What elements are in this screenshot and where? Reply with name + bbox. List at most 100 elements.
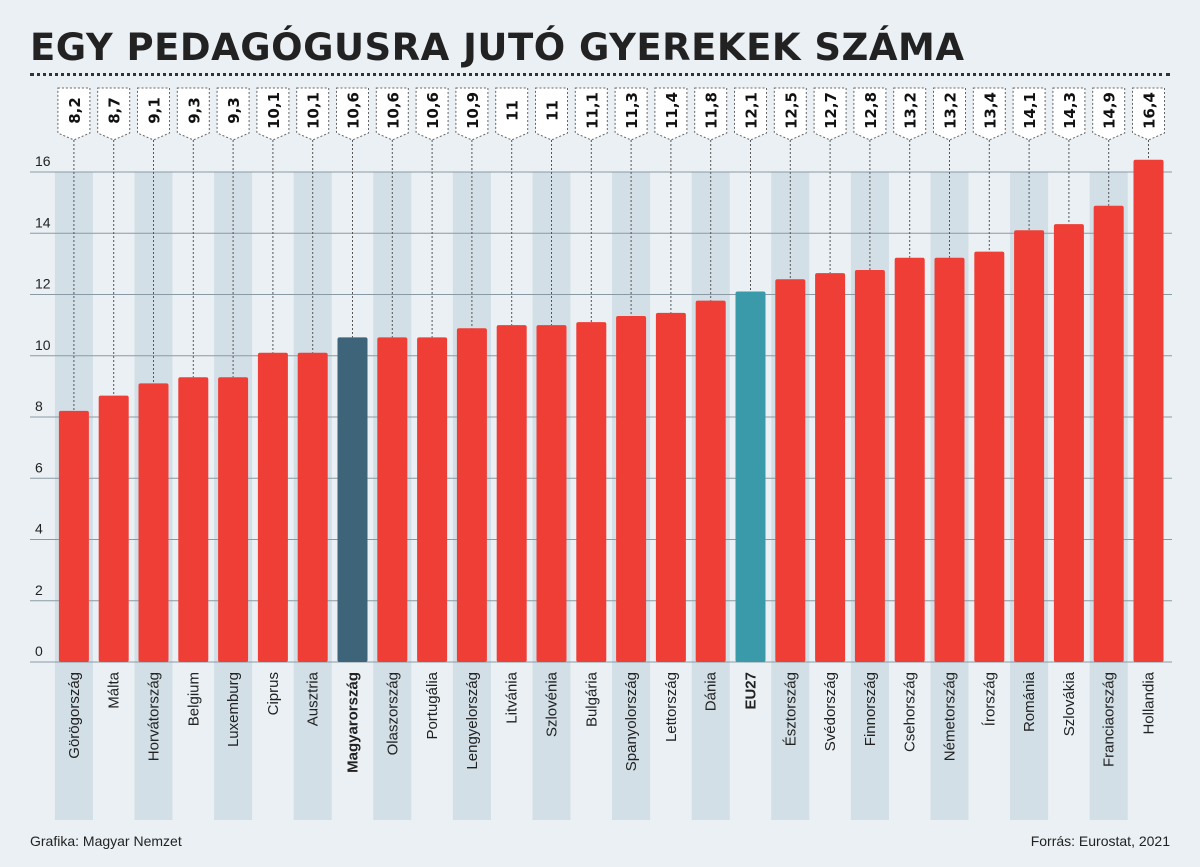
- y-tick-label: 10: [35, 337, 51, 353]
- value-label: 11: [544, 100, 562, 121]
- value-label: 11,3: [623, 92, 641, 129]
- value-label: 11,8: [703, 92, 721, 129]
- bar: [616, 315, 647, 662]
- category-label: Finnország: [862, 672, 879, 746]
- value-label: 12,7: [822, 92, 840, 129]
- value-tag-box: [176, 87, 210, 141]
- chart-title: EGY PEDAGÓGUSRA JUTÓ GYEREKEK SZÁMA: [30, 26, 965, 69]
- bar: [974, 251, 1005, 662]
- value-label: 10,6: [345, 92, 363, 129]
- category-label: Horvátország: [146, 672, 163, 761]
- category-label: Lengyelország: [464, 672, 481, 770]
- value-label: 14,9: [1101, 92, 1119, 129]
- category-label: EU27: [743, 672, 760, 710]
- value-label: 10,9: [464, 92, 482, 129]
- y-tick-label: 6: [35, 459, 43, 475]
- value-label: 9,3: [185, 97, 203, 124]
- value-label: 8,2: [66, 97, 84, 124]
- value-tag-box: [893, 87, 927, 141]
- category-label: Ausztria: [305, 671, 322, 726]
- value-tag-box: [137, 87, 170, 141]
- value-label: 11,4: [663, 92, 681, 129]
- bar: [854, 270, 885, 662]
- value-tag-box: [734, 87, 767, 141]
- category-label: Málta: [106, 671, 123, 708]
- value-tag-box: [853, 87, 887, 141]
- value-tag-box: [57, 87, 91, 141]
- category-label: Svédország: [822, 672, 839, 751]
- category-label: Luxemburg: [225, 672, 242, 747]
- bar: [536, 325, 567, 662]
- value-tag-box: [455, 87, 489, 141]
- value-tag-box: [495, 87, 529, 141]
- value-tag-box: [256, 87, 290, 141]
- y-tick-label: 8: [35, 398, 43, 414]
- category-label: Magyarország: [345, 672, 362, 773]
- source-text: Forrás: Eurostat, 2021: [1030, 833, 1170, 849]
- bar: [934, 257, 965, 662]
- bar: [377, 337, 408, 662]
- value-label: 13,4: [981, 92, 999, 129]
- bar: [576, 322, 607, 662]
- bar: [775, 279, 806, 662]
- bar: [815, 273, 846, 662]
- bar: [257, 352, 288, 662]
- bar: [894, 257, 925, 662]
- value-tag-box: [1052, 87, 1086, 141]
- bar-chart: 0 2 4 6 8 10 12 14 16 8,2 Görögország 8,7 Málta 9,1 Ho…: [30, 87, 1172, 820]
- value-label: 9,1: [146, 97, 164, 124]
- category-label: Bulgária: [583, 671, 600, 727]
- bar: [138, 383, 169, 662]
- title-divider: [30, 73, 1170, 76]
- category-label: Belgium: [185, 672, 202, 726]
- value-label: 12,1: [743, 92, 761, 129]
- category-label: Csehország: [902, 672, 919, 752]
- bar: [1014, 230, 1045, 662]
- bar: [456, 328, 487, 662]
- value-label: 10,6: [424, 92, 442, 129]
- value-tag-box: [535, 87, 568, 141]
- value-tag-box: [574, 87, 608, 141]
- bar: [337, 337, 368, 662]
- category-label: Litvánia: [504, 671, 521, 723]
- bar: [496, 325, 527, 662]
- category-label: Németország: [942, 672, 959, 761]
- value-label: 14,1: [1021, 92, 1039, 129]
- value-tag-box: [614, 87, 648, 141]
- value-label: 13,2: [942, 92, 960, 129]
- bar: [218, 377, 249, 662]
- bar: [655, 312, 686, 662]
- value-label: 10,6: [384, 92, 402, 129]
- bar: [417, 337, 448, 662]
- bar: [695, 300, 726, 662]
- credit-text: Grafika: Magyar Nemzet: [30, 833, 182, 849]
- value-label: 13,2: [902, 92, 920, 129]
- bar: [1053, 224, 1084, 662]
- value-tag-box: [694, 87, 728, 141]
- value-label: 9,3: [225, 97, 243, 124]
- category-label: Szlovákia: [1061, 671, 1078, 736]
- category-label: Írország: [981, 672, 998, 726]
- category-label: Ciprus: [265, 672, 282, 715]
- value-tag-box: [813, 87, 847, 141]
- y-tick-label: 12: [35, 276, 51, 292]
- category-label: Lettország: [663, 672, 680, 742]
- category-label: Szlovénia: [544, 671, 561, 737]
- value-tag-box: [336, 87, 369, 141]
- value-tag-box: [972, 87, 1006, 141]
- bar: [1133, 159, 1164, 662]
- category-label: Spanyolország: [623, 672, 640, 771]
- y-tick-label: 4: [35, 521, 43, 537]
- value-tag-box: [1012, 87, 1046, 141]
- category-label: Hollandia: [1141, 671, 1158, 734]
- category-label: Portugália: [424, 671, 441, 739]
- y-tick-label: 16: [35, 153, 51, 169]
- value-label: 11,1: [583, 92, 601, 129]
- bar: [58, 410, 89, 662]
- y-tick-label: 0: [35, 643, 43, 659]
- category-label: Dánia: [703, 671, 720, 711]
- value-label: 11: [504, 100, 522, 121]
- value-tag-box: [216, 87, 250, 141]
- category-label: Görögország: [66, 672, 83, 759]
- bar: [1093, 205, 1124, 662]
